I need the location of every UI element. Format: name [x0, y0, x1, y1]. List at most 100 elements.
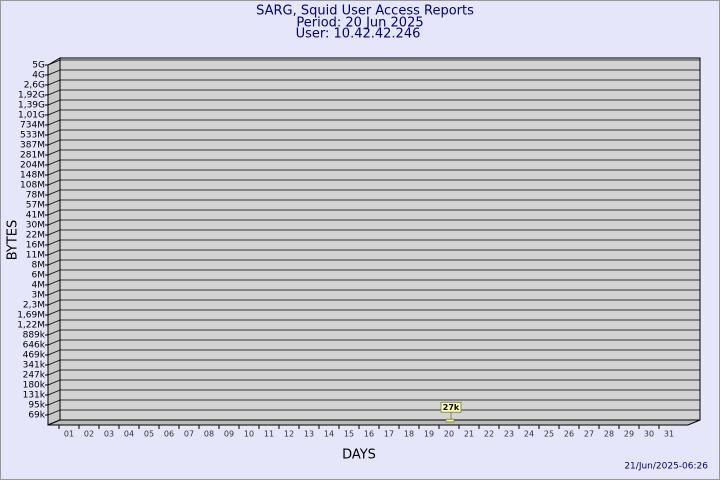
x-tick-label: 11: [264, 430, 274, 439]
y-tick-label: 6M: [32, 271, 46, 281]
plot-back: [59, 57, 701, 421]
y-tick-label: 95k: [28, 401, 45, 411]
x-tick-label: 14: [324, 430, 334, 439]
grid-line: [47, 89, 700, 96]
x-tick-label: 18: [404, 430, 414, 439]
y-tick-label: 646k: [23, 341, 46, 351]
grid-line: [47, 219, 700, 226]
grid-line: [47, 259, 700, 266]
y-tick-label: 41M: [26, 211, 45, 221]
grid-line: [47, 409, 700, 416]
grid-line: [47, 79, 700, 86]
grid-line: [47, 209, 700, 216]
y-tick-label: 8M: [32, 261, 46, 271]
grid-line: [47, 189, 700, 196]
x-tick-label: 29: [624, 430, 634, 439]
grid-line: [47, 99, 700, 106]
period: Period: 20 Jun 2025: [296, 16, 423, 31]
grid-line: [47, 269, 700, 276]
grid-line: [47, 399, 700, 406]
y-tick-label: 148M: [20, 171, 45, 181]
grid-line: [47, 129, 700, 136]
y-tick-label: 4G: [32, 71, 45, 81]
grid-line: [47, 329, 700, 336]
y-tick-label: 78M: [26, 191, 45, 201]
grid-line: [47, 199, 700, 206]
grid-line: [47, 319, 700, 326]
grid-line: [47, 59, 700, 66]
y-tick-label: 30M: [26, 221, 45, 231]
x-tick-label: 26: [564, 430, 574, 439]
x-tick-label: 20: [444, 430, 454, 439]
x-tick-label: 21: [464, 430, 474, 439]
grid-line: [47, 369, 700, 376]
grid-line: [47, 359, 700, 366]
y-tick-label: 2,3M: [23, 301, 45, 311]
y-tick-label: 3M: [32, 291, 46, 301]
grid-line: [47, 149, 700, 156]
y-tick-label: 2,6G: [24, 81, 45, 91]
grid-line: [47, 309, 700, 316]
x-tick-label: 22: [484, 430, 494, 439]
y-tick-label: 204M: [20, 161, 45, 171]
x-tick-label: 27: [584, 430, 594, 439]
y-tick-label: 11M: [26, 251, 45, 261]
y-tick-label: 108M: [20, 181, 45, 191]
y-tick-label: 1,39G: [18, 101, 45, 111]
grid-line: [47, 119, 700, 126]
grid-line: [47, 239, 700, 246]
x-tick-label: 31: [664, 430, 674, 439]
grid-line: [47, 379, 700, 386]
value-label: 27k: [443, 403, 460, 412]
x-tick-label: 23: [504, 430, 514, 439]
grid-line: [47, 299, 700, 306]
y-tick-label: 469k: [23, 351, 46, 361]
y-tick-label: 734M: [20, 121, 45, 131]
x-tick-label: 17: [384, 430, 394, 439]
x-axis-label: DAYS: [342, 448, 376, 463]
grid-line: [47, 229, 700, 236]
x-tick-label: 28: [604, 430, 614, 439]
x-tick-label: 19: [424, 430, 434, 439]
y-tick-label: 131k: [23, 391, 46, 401]
y-tick-label: 387M: [20, 141, 45, 151]
y-tick-label: 1,69M: [17, 311, 45, 321]
grid-line: [47, 389, 700, 396]
y-tick-label: 4M: [32, 281, 46, 291]
grid-line: [47, 349, 700, 356]
grid-line: [47, 69, 700, 76]
footer: 21/Jun/2025-06:26: [624, 462, 708, 472]
y-tick-label: 57M: [26, 201, 45, 211]
x-tick-label: 09: [224, 430, 234, 439]
grid-line: [47, 289, 700, 296]
grid-line: [47, 249, 700, 256]
grid-line: [47, 179, 700, 186]
grid-line: [47, 109, 700, 116]
floor: [47, 419, 701, 426]
grid-line: [47, 169, 700, 176]
x-tick-label: 03: [104, 430, 114, 439]
x-tick-label: 12: [284, 430, 294, 439]
y-tick-label: 69k: [28, 411, 45, 421]
user: User: 10.42.42.246: [296, 27, 421, 42]
y-tick-label: 889k: [23, 331, 46, 341]
x-tick-label: 01: [64, 430, 74, 439]
y-axis-label: BYTES: [6, 220, 21, 261]
y-tick-label: 22M: [26, 231, 45, 241]
y-tick-label: 247k: [23, 371, 46, 381]
grid-line: [47, 279, 700, 286]
x-tick-label: 07: [184, 430, 194, 439]
x-tick-label: 15: [344, 430, 354, 439]
grid-line: [47, 139, 700, 146]
x-tick-label: 30: [644, 430, 654, 439]
x-tick-label: 16: [364, 430, 374, 439]
y-tick-label: 180k: [23, 381, 46, 391]
y-tick-label: 281M: [20, 151, 45, 161]
grid-line: [47, 159, 700, 166]
chart-title: SARG, Squid User Access Reports: [256, 4, 474, 19]
x-tick-label: 08: [204, 430, 214, 439]
y-tick-label: 341k: [23, 361, 46, 371]
grid-line: [47, 339, 700, 346]
y-tick-label: 16M: [26, 241, 45, 251]
